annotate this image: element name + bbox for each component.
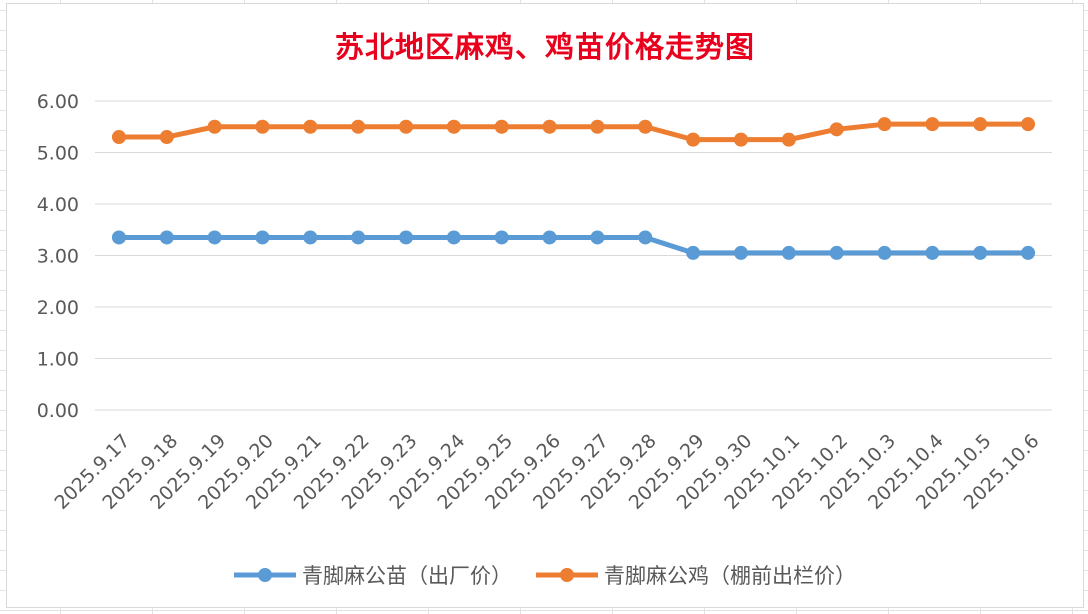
data-point[interactable] xyxy=(638,119,653,134)
data-point[interactable] xyxy=(399,119,414,134)
line-chart-plot: 0.00 1.00 2.00 3.00 4.00 5.00 6.00 2025.9.1720… xyxy=(37,91,1052,514)
data-point[interactable] xyxy=(925,117,940,132)
data-point[interactable] xyxy=(781,132,796,147)
x-axis-tick-labels: 2025.9.172025.9.182025.9.192025.9.202025… xyxy=(51,430,1044,514)
data-point[interactable] xyxy=(877,117,892,132)
data-point[interactable] xyxy=(542,230,557,245)
y-tick-label: 3.00 xyxy=(37,246,79,268)
data-point[interactable] xyxy=(829,245,844,260)
data-point[interactable] xyxy=(590,230,605,245)
y-axis-tick-labels: 0.00 1.00 2.00 3.00 4.00 5.00 6.00 xyxy=(37,91,79,422)
data-point[interactable] xyxy=(781,245,796,260)
data-point[interactable] xyxy=(494,230,509,245)
legend-label-series-1: 青脚麻公苗（出厂价） xyxy=(302,564,512,588)
data-point[interactable] xyxy=(925,245,940,260)
data-point[interactable] xyxy=(111,230,126,245)
legend-item-series-1[interactable]: 青脚麻公苗（出厂价） xyxy=(234,560,512,590)
series-line-2 xyxy=(116,121,1031,143)
data-point[interactable] xyxy=(1021,117,1036,132)
data-point[interactable] xyxy=(1021,245,1036,260)
data-point[interactable] xyxy=(399,230,414,245)
data-point[interactable] xyxy=(829,122,844,137)
data-point[interactable] xyxy=(207,119,222,134)
data-point[interactable] xyxy=(494,119,509,134)
data-point[interactable] xyxy=(877,245,892,260)
legend-key-series-2 xyxy=(536,568,598,582)
data-point[interactable] xyxy=(446,230,461,245)
data-point[interactable] xyxy=(159,130,174,145)
data-point[interactable] xyxy=(590,119,605,134)
data-point[interactable] xyxy=(111,130,126,145)
data-point[interactable] xyxy=(686,245,701,260)
gridlines xyxy=(95,100,1052,411)
data-point[interactable] xyxy=(638,230,653,245)
data-point[interactable] xyxy=(973,245,988,260)
y-tick-label: 0.00 xyxy=(37,400,79,422)
data-point[interactable] xyxy=(973,117,988,132)
legend-key-series-1 xyxy=(234,568,296,582)
data-point[interactable] xyxy=(733,245,748,260)
series-2 xyxy=(111,117,1036,147)
data-point[interactable] xyxy=(207,230,222,245)
series-line-1 xyxy=(116,234,1031,256)
y-tick-label: 1.00 xyxy=(37,349,79,371)
data-point[interactable] xyxy=(159,230,174,245)
legend-label-series-2: 青脚麻公鸡（棚前出栏价） xyxy=(604,564,856,588)
data-point[interactable] xyxy=(351,119,366,134)
y-tick-label: 5.00 xyxy=(37,143,79,165)
y-tick-label: 6.00 xyxy=(37,91,79,113)
data-point[interactable] xyxy=(733,132,748,147)
y-tick-label: 4.00 xyxy=(37,194,79,216)
chart-legend: 青脚麻公苗（出厂价） 青脚麻公鸡（棚前出栏价） xyxy=(7,560,1083,590)
legend-item-series-2[interactable]: 青脚麻公鸡（棚前出栏价） xyxy=(536,560,856,590)
data-point[interactable] xyxy=(686,132,701,147)
data-point[interactable] xyxy=(303,230,318,245)
chart-area[interactable]: 苏北地区麻鸡、鸡苗价格走势图 0.00 1.00 2.00 3.00 4.00 5.00 6… xyxy=(6,3,1084,608)
data-point[interactable] xyxy=(542,119,557,134)
data-point[interactable] xyxy=(446,119,461,134)
series-lines xyxy=(111,117,1036,260)
y-tick-label: 2.00 xyxy=(37,297,79,319)
data-point[interactable] xyxy=(303,119,318,134)
chart-title: 苏北地区麻鸡、鸡苗价格走势图 xyxy=(334,30,755,64)
series-1 xyxy=(111,230,1036,260)
data-point[interactable] xyxy=(255,230,270,245)
data-point[interactable] xyxy=(351,230,366,245)
data-point[interactable] xyxy=(255,119,270,134)
